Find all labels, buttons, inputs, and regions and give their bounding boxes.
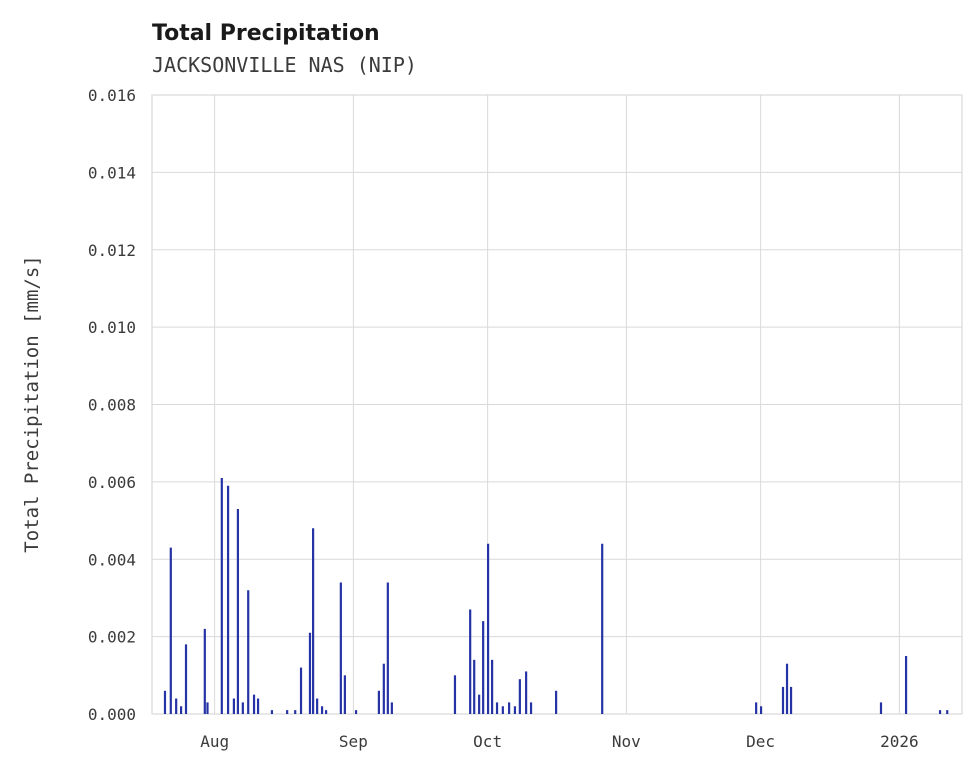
y-tick-label: 0.002: [88, 628, 136, 647]
x-tick-label: Sep: [339, 732, 368, 751]
chart-subtitle: JACKSONVILLE NAS (NIP): [152, 53, 417, 77]
y-tick-label: 0.012: [88, 241, 136, 260]
chart-title: Total Precipitation: [152, 21, 380, 46]
y-tick-label: 0.006: [88, 473, 136, 492]
x-tick-label: Oct: [473, 732, 502, 751]
y-axis-label: Total Precipitation [mm/s]: [21, 255, 43, 552]
x-tick-label: Nov: [612, 732, 641, 751]
grid-layer: [151, 94, 963, 715]
y-tick-label: 0.010: [88, 318, 136, 337]
series-layer: [163, 478, 949, 714]
x-tick-label: 2026: [880, 732, 919, 751]
y-tick-label: 0.000: [88, 705, 136, 724]
x-tick-label: Aug: [200, 732, 229, 751]
y-tick-label: 0.016: [88, 86, 136, 105]
x-tick-label: Dec: [746, 732, 775, 751]
y-tick-label: 0.014: [88, 163, 136, 182]
tick-layer: 0.000 0.002 0.004 0.006 0.008 0.010 0.012 0.014…: [88, 86, 919, 751]
y-tick-label: 0.008: [88, 396, 136, 415]
y-tick-label: 0.004: [88, 550, 136, 569]
